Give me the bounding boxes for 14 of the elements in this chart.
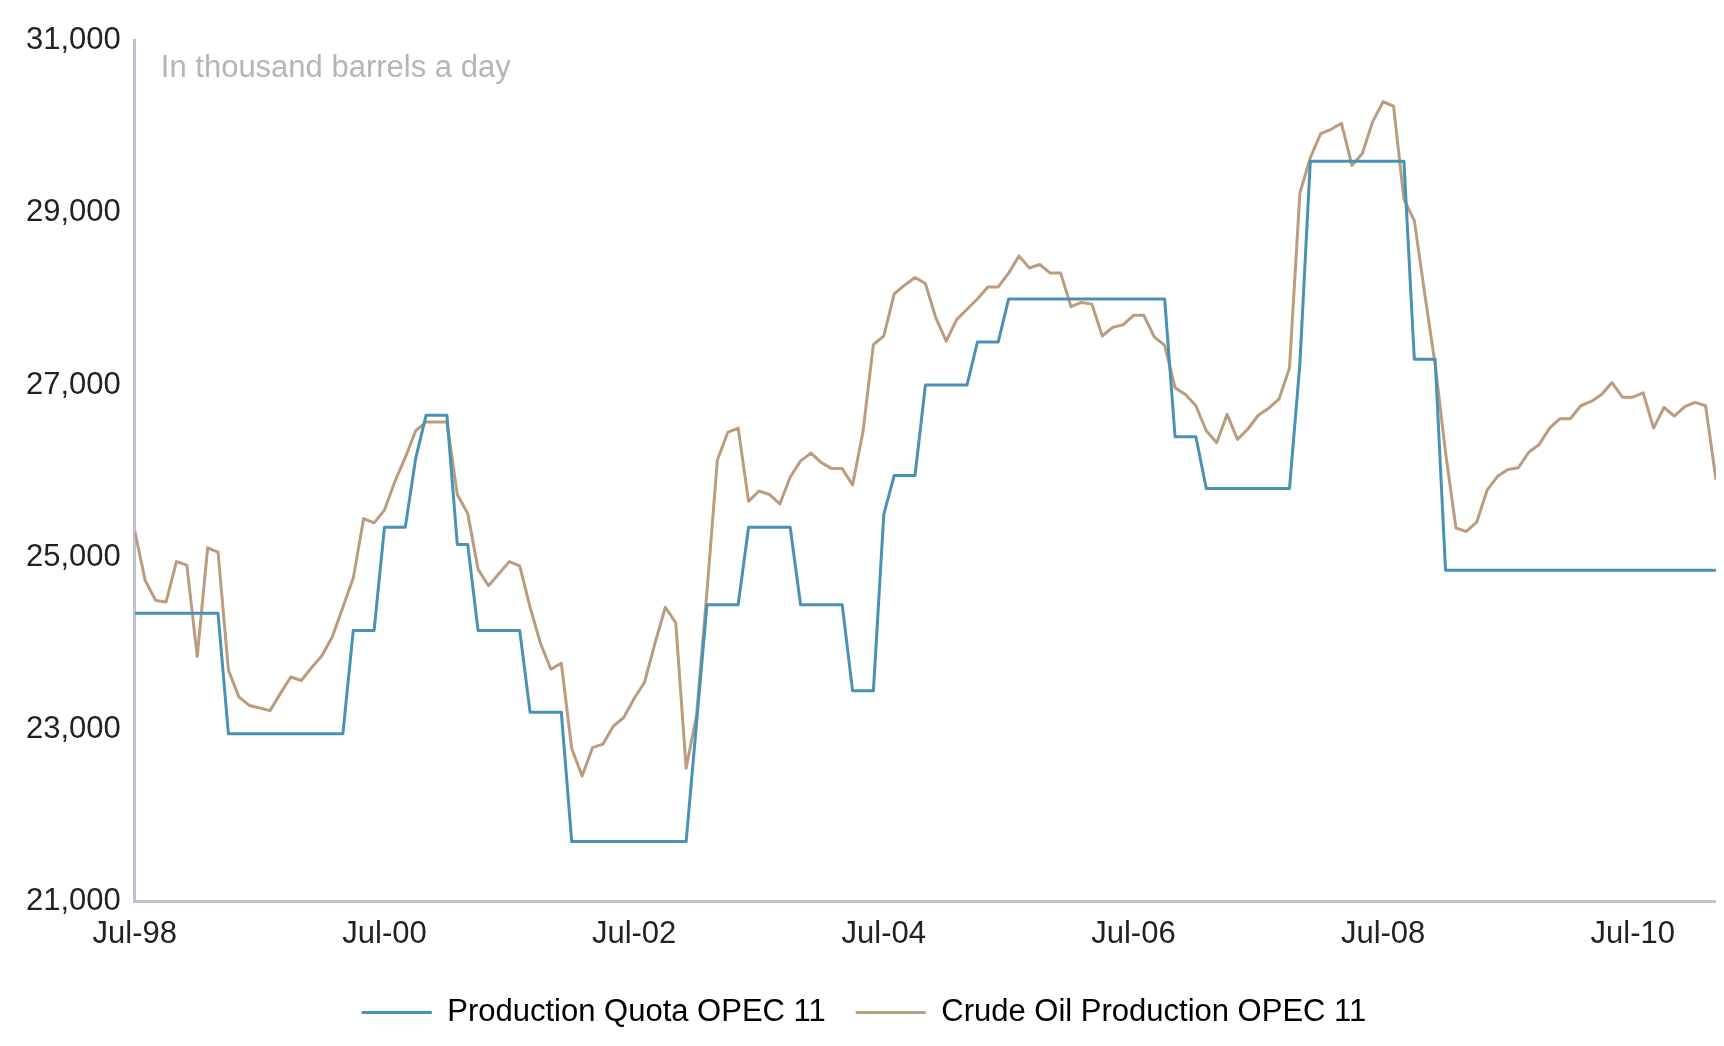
x-tick-label: Jul-10: [1590, 914, 1675, 950]
x-tick-label: Jul-08: [1340, 914, 1426, 950]
x-tick-label: Jul-02: [591, 914, 677, 950]
x-tick-label: Jul-00: [342, 914, 427, 950]
y-tick-label: 25,000: [25, 537, 121, 573]
y-tick-label: 29,000: [25, 193, 121, 229]
annotation: In thousand barrels a day: [160, 48, 512, 84]
x-tick-label: Jul-06: [1091, 914, 1176, 950]
y-tick-label: 27,000: [25, 365, 121, 401]
y-tick-label: 23,000: [25, 710, 121, 746]
y-tick-label: 31,000: [25, 21, 121, 57]
legend-label: Crude Oil Production OPEC 11: [941, 993, 1367, 1029]
legend-label: Production Quota OPEC 11: [447, 993, 826, 1029]
x-tick-label: Jul-04: [841, 914, 927, 950]
